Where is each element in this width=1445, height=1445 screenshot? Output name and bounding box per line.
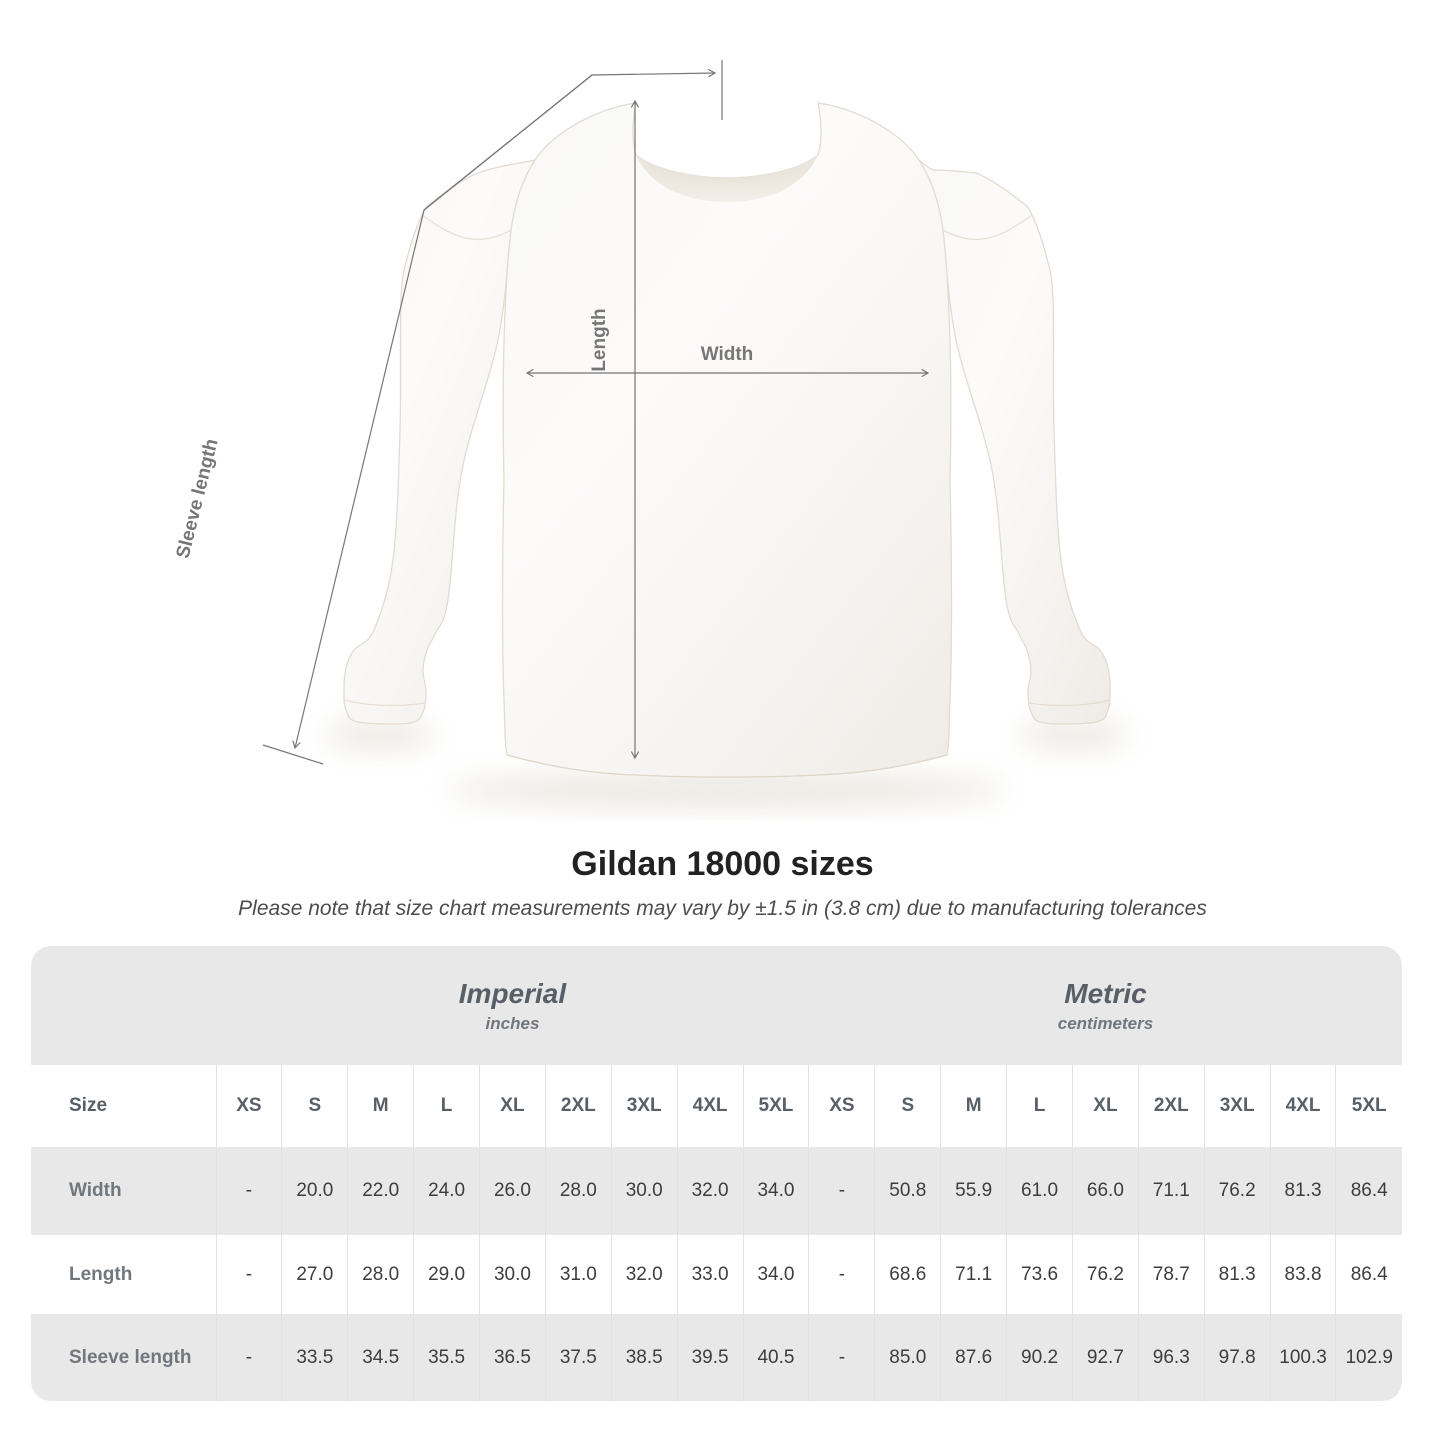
svg-text:Length: Length (589, 308, 610, 371)
svg-text:Sleeve length: Sleeve length (173, 437, 223, 561)
svg-text:Width: Width (701, 344, 754, 365)
